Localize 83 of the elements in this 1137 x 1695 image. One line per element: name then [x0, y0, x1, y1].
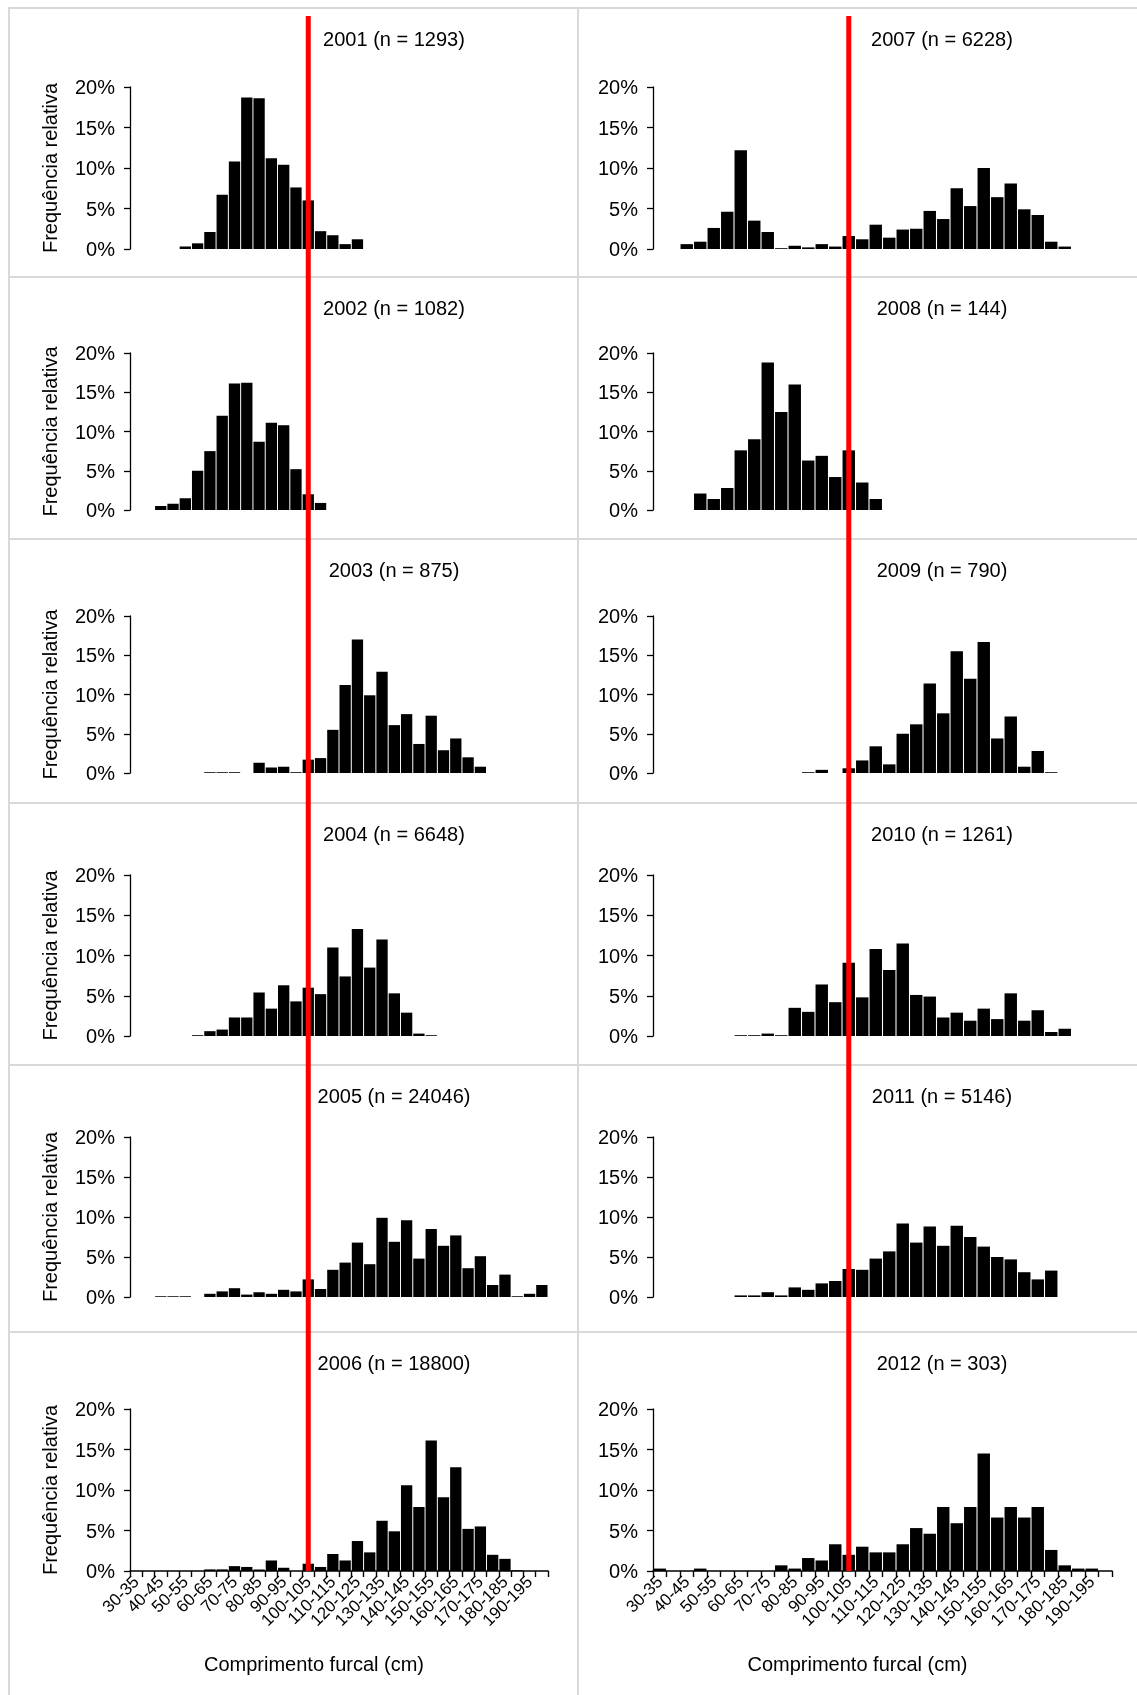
chart-title: 2003 (n = 875) [328, 559, 460, 581]
y-axis-title: Frequência relativa [39, 1131, 61, 1303]
y-tick-label: 10% [597, 157, 639, 179]
y-tick-label: 5% [86, 722, 116, 745]
chart-title: 2007 (n = 6228) [871, 28, 1013, 50]
y-tick-label: 0% [609, 762, 639, 784]
y-tick-label: 5% [86, 459, 116, 482]
y-tick-label: 20% [74, 76, 116, 98]
chart-title: 2011 (n = 5146) [871, 1085, 1013, 1107]
y-tick-label: 15% [597, 1166, 639, 1188]
y-tick-label: 20% [74, 605, 116, 627]
x-axis-title: Comprimento furcal (cm) [747, 1653, 968, 1675]
chart-title: 2010 (n = 1261) [871, 823, 1013, 845]
y-tick-label: 20% [597, 605, 639, 627]
y-tick-label: 10% [597, 683, 639, 706]
bar [694, 493, 707, 510]
y-tick-label: 20% [597, 1126, 639, 1148]
y-tick-label: 15% [597, 1438, 639, 1461]
y-axis-title: Frequência relativa [39, 608, 61, 780]
y-tick-label: 10% [74, 944, 116, 967]
y-axis-title: Frequência relativa [39, 82, 61, 254]
y-tick-label: 0% [86, 1560, 116, 1582]
y-tick-label: 0% [86, 499, 116, 521]
bar [1058, 1028, 1071, 1036]
y-tick-label: 5% [609, 459, 639, 482]
x-axis-title: Comprimento furcal (cm) [203, 1653, 425, 1675]
y-tick-label: 15% [597, 116, 639, 139]
chart-title: 2009 (n = 790) [876, 559, 1008, 581]
y-tick-label: 10% [74, 683, 116, 706]
chart-title: 2004 (n = 6648) [323, 823, 465, 845]
y-tick-label: 0% [86, 1286, 116, 1308]
chart-title: 2002 (n = 1082) [323, 297, 465, 319]
chart-title: 2006 (n = 18800) [317, 1352, 471, 1374]
y-tick-label: 10% [74, 1206, 116, 1228]
y-axis-title: Frequência relativa [39, 869, 61, 1041]
y-tick-label: 5% [86, 197, 116, 220]
y-tick-label: 10% [74, 1479, 116, 1501]
y-tick-label: 20% [597, 864, 639, 886]
y-tick-label: 20% [597, 1398, 639, 1420]
y-tick-label: 10% [74, 420, 116, 443]
chart-title: 2008 (n = 144) [876, 297, 1008, 319]
y-tick-label: 0% [86, 762, 116, 784]
bar [815, 769, 828, 773]
y-tick-label: 15% [74, 1166, 116, 1188]
y-tick-label: 15% [74, 381, 116, 404]
bar [869, 499, 882, 510]
y-tick-label: 15% [597, 644, 639, 667]
y-tick-label: 0% [609, 1286, 639, 1308]
y-tick-label: 20% [597, 342, 639, 364]
y-tick-label: 5% [86, 1246, 116, 1268]
y-tick-label: 0% [609, 1025, 639, 1047]
y-tick-label: 5% [609, 1246, 639, 1268]
y-tick-label: 10% [74, 157, 116, 179]
y-tick-label: 20% [74, 864, 116, 886]
y-tick-label: 15% [74, 904, 116, 927]
y-tick-label: 0% [609, 499, 639, 521]
y-tick-label: 15% [597, 381, 639, 404]
y-tick-label: 0% [86, 238, 116, 260]
y-tick-label: 5% [609, 1519, 639, 1542]
y-axis-title: Frequência relativa [39, 345, 61, 517]
y-tick-label: 0% [86, 1025, 116, 1047]
y-tick-label: 20% [74, 342, 116, 364]
y-axis-title: Frequência relativa [39, 1404, 61, 1576]
y-tick-label: 20% [74, 1398, 116, 1420]
y-tick-label: 5% [86, 1519, 116, 1542]
y-tick-label: 10% [597, 1479, 639, 1501]
chart-title: 2005 (n = 24046) [317, 1085, 471, 1107]
y-tick-label: 10% [597, 420, 639, 443]
y-tick-label: 15% [74, 1438, 116, 1461]
chart-title: 2001 (n = 1293) [323, 28, 465, 50]
y-tick-label: 5% [609, 197, 639, 220]
y-tick-label: 5% [609, 722, 639, 745]
y-tick-label: 10% [597, 944, 639, 967]
y-tick-label: 20% [74, 1126, 116, 1148]
y-tick-label: 15% [74, 116, 116, 139]
chart-title: 2012 (n = 303) [876, 1352, 1008, 1374]
y-tick-label: 5% [609, 984, 639, 1007]
y-tick-label: 20% [597, 76, 639, 98]
y-tick-label: 5% [86, 984, 116, 1007]
y-tick-label: 15% [74, 644, 116, 667]
y-tick-label: 10% [597, 1206, 639, 1228]
y-tick-label: 15% [597, 904, 639, 927]
y-tick-label: 0% [609, 238, 639, 260]
